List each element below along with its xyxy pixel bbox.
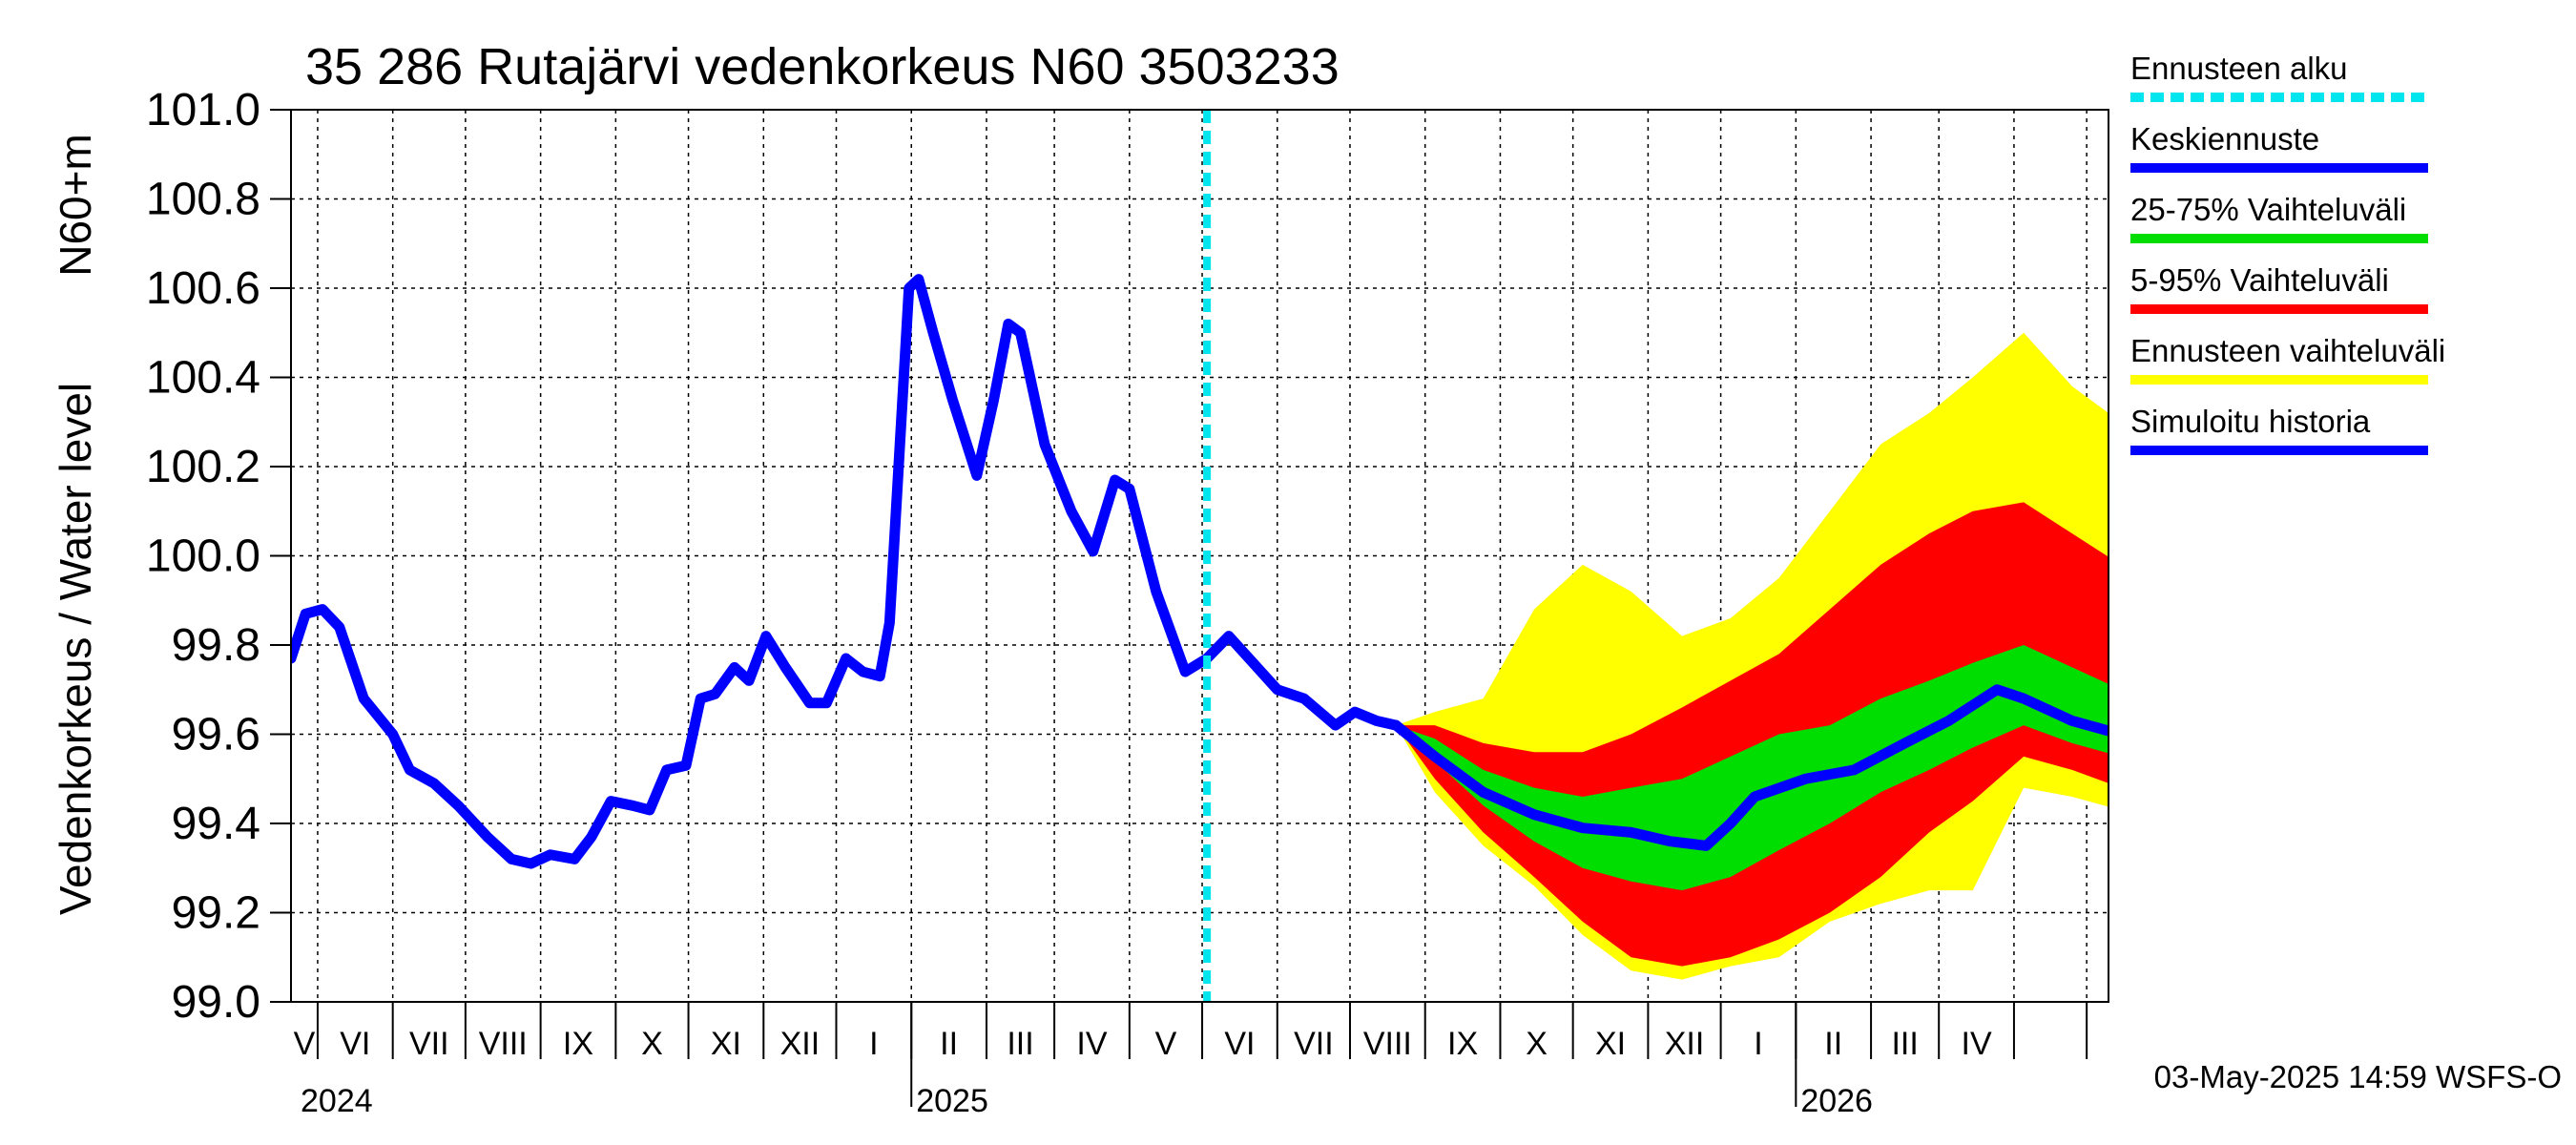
x-year-label: 2026	[1800, 1083, 1873, 1119]
x-axis: V VI VII VIII IX X XI XII I II III IV V VI VII VIII IX X X…	[294, 1002, 2088, 1119]
series-keskiennuste	[1390, 684, 2109, 851]
y-tick-label: 101.0	[146, 85, 260, 135]
x-month-label: V	[294, 1026, 316, 1062]
y-tick-label: 99.8	[172, 620, 260, 671]
x-month-label: VIII	[479, 1026, 528, 1062]
legend-label: Ennusteen alku	[2130, 51, 2348, 86]
grid	[291, 109, 2109, 1003]
x-month-label: XII	[1665, 1026, 1705, 1062]
y-axis-ticks: 99.0 99.2 99.4 99.6 99.8 100.0 100.2 100.4 100.6…	[146, 85, 291, 1028]
legend: Ennusteen alku Keskiennuste 25-75% Vaihtel…	[2130, 51, 2445, 455]
x-year-label: 2025	[916, 1083, 988, 1119]
series-simuloitu-historia	[291, 274, 1402, 869]
y-tick-label: 100.2	[146, 442, 260, 492]
y-tick-label: 100.0	[146, 531, 260, 582]
x-month-label: VIII	[1363, 1026, 1412, 1062]
x-month-label: XI	[1595, 1026, 1626, 1062]
y-tick-label: 99.2	[172, 888, 260, 939]
x-month-label: IX	[563, 1026, 593, 1062]
y-tick-label: 99.4	[172, 799, 260, 849]
y-tick-label: 100.4	[146, 353, 260, 404]
legend-label: Keskiennuste	[2130, 121, 2319, 156]
y-tick-label: 99.0	[172, 977, 260, 1028]
x-month-label: V	[1155, 1026, 1177, 1062]
x-month-label: VII	[409, 1026, 449, 1062]
y-tick-label: 100.6	[146, 263, 260, 314]
series-lines	[291, 274, 2109, 869]
legend-label: Simuloitu historia	[2130, 404, 2371, 439]
x-month-label: VI	[340, 1026, 370, 1062]
x-month-label: X	[641, 1026, 663, 1062]
legend-label: Ennusteen vaihteluväli	[2130, 333, 2445, 368]
x-month-label: X	[1526, 1026, 1548, 1062]
y-axis-label-unit: N60+m	[51, 134, 100, 277]
legend-label: 25-75% Vaihteluväli	[2130, 192, 2406, 227]
x-month-label: II	[940, 1026, 958, 1062]
x-month-label: XII	[780, 1026, 821, 1062]
x-year-label: 2024	[301, 1083, 373, 1119]
x-month-label: VI	[1224, 1026, 1255, 1062]
chart-title: 35 286 Rutajärvi vedenkorkeus N60 350323…	[305, 38, 1340, 95]
y-tick-label: 100.8	[146, 175, 260, 225]
x-month-label: IX	[1447, 1026, 1478, 1062]
x-month-label: VII	[1294, 1026, 1334, 1062]
x-month-label: IV	[1962, 1026, 1992, 1062]
legend-label: 5-95% Vaihteluväli	[2130, 262, 2389, 298]
x-month-label: III	[1891, 1026, 1918, 1062]
y-tick-label: 99.6	[172, 710, 260, 760]
x-month-label: IV	[1076, 1026, 1107, 1062]
forecast-bands	[1396, 332, 2109, 980]
x-month-label: II	[1824, 1026, 1842, 1062]
x-month-label: I	[1754, 1026, 1762, 1062]
y-axis-label-main: Vedenkorkeus / Water level	[51, 383, 100, 915]
x-month-label: XI	[711, 1026, 741, 1062]
x-month-label: I	[869, 1026, 878, 1062]
footer-timestamp: 03-May-2025 14:59 WSFS-O	[2154, 1059, 2562, 1094]
x-month-label: III	[1007, 1026, 1033, 1062]
